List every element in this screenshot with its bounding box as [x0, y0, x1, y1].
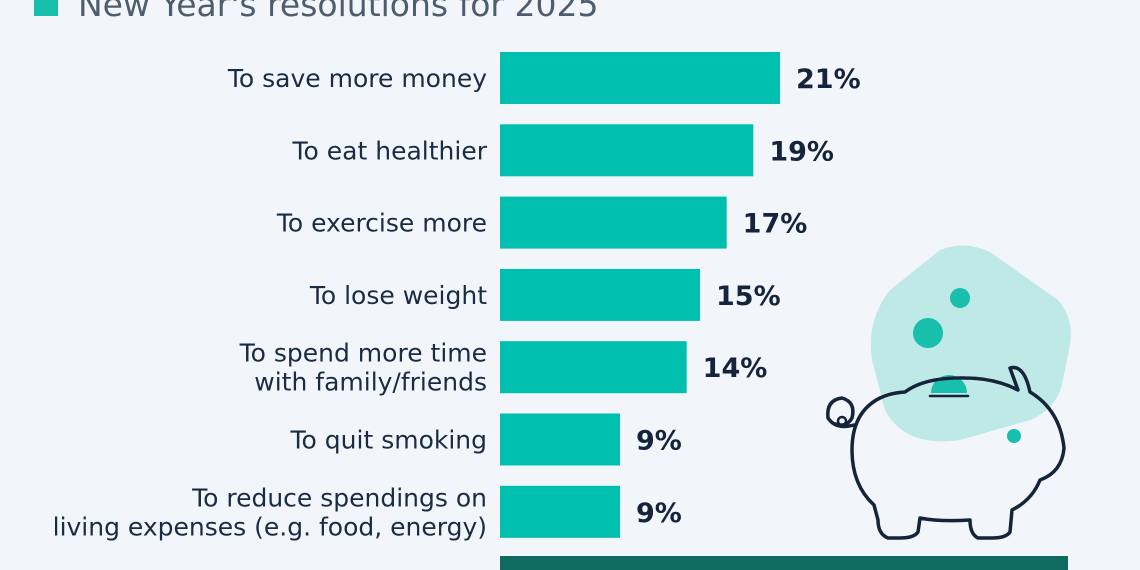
category-label: To reduce spendings on living expenses (e… [53, 483, 487, 541]
piggy-bank-illustration [826, 245, 1071, 540]
category-label: To spend more time with family/friends [239, 339, 487, 397]
category-label-line: To quit smoking [290, 426, 487, 455]
value-label: 9% [636, 426, 682, 457]
legend-swatch [34, 0, 58, 16]
value-label: 19% [769, 136, 834, 167]
piggy-bank-icon [826, 365, 1066, 540]
footer-band [500, 556, 1068, 570]
value-label: 9% [636, 498, 682, 529]
bar [500, 196, 727, 249]
bar [500, 52, 780, 104]
category-label-line: To save more money [227, 64, 487, 93]
legend: New Year's resolutions for 2025 [34, 0, 598, 24]
bar [500, 485, 620, 538]
decorative-blob [870, 245, 1071, 442]
category-label-line: living expenses (e.g. food, energy) [53, 512, 487, 541]
category-label-line: To lose weight [309, 281, 487, 310]
category-label: To lose weight [309, 281, 487, 310]
category-label-line: To spend more time [239, 339, 487, 368]
value-label: 14% [703, 353, 768, 384]
legend-label: New Year's resolutions for 2025 [78, 0, 598, 24]
coin-icon [913, 318, 943, 348]
value-label: 21% [796, 64, 861, 95]
bar [500, 341, 687, 394]
category-label-line: To reduce spendings on [191, 483, 487, 512]
category-label-line: with family/friends [254, 368, 487, 397]
category-label: To eat healthier [292, 136, 488, 165]
bar-group: 21% To save more money 19% To eat healthier… [53, 52, 861, 541]
category-label-line: To exercise more [276, 209, 487, 238]
value-label: 15% [716, 281, 781, 312]
category-label: To save more money [227, 64, 487, 93]
bar [500, 268, 700, 321]
coin-icon [950, 288, 970, 308]
bar [500, 413, 620, 466]
category-label: To exercise more [276, 209, 487, 238]
category-label-line: To eat healthier [292, 136, 488, 165]
bar [500, 124, 754, 177]
category-label: To quit smoking [290, 426, 487, 455]
value-label: 17% [743, 209, 808, 240]
pig-eye-icon [1007, 429, 1021, 443]
